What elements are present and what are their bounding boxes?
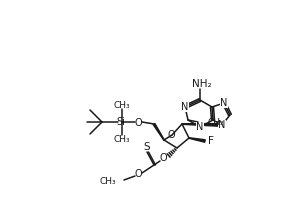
Text: O: O (167, 130, 175, 140)
Text: NH₂: NH₂ (192, 79, 212, 89)
Polygon shape (153, 124, 164, 140)
Text: N: N (181, 102, 189, 112)
Text: N: N (220, 98, 228, 108)
Polygon shape (189, 138, 205, 142)
Text: CH₃: CH₃ (208, 117, 225, 127)
Text: S: S (144, 142, 150, 152)
Polygon shape (182, 124, 222, 126)
Text: CH₃: CH₃ (114, 134, 130, 144)
Text: CH₃: CH₃ (114, 101, 130, 109)
Text: O: O (134, 118, 142, 128)
Text: O: O (134, 169, 142, 179)
Text: N: N (218, 120, 226, 130)
Text: F: F (208, 136, 214, 146)
Text: N: N (196, 122, 204, 132)
Text: O: O (159, 153, 167, 163)
Text: Si: Si (117, 117, 125, 127)
Text: CH₃: CH₃ (99, 177, 116, 187)
